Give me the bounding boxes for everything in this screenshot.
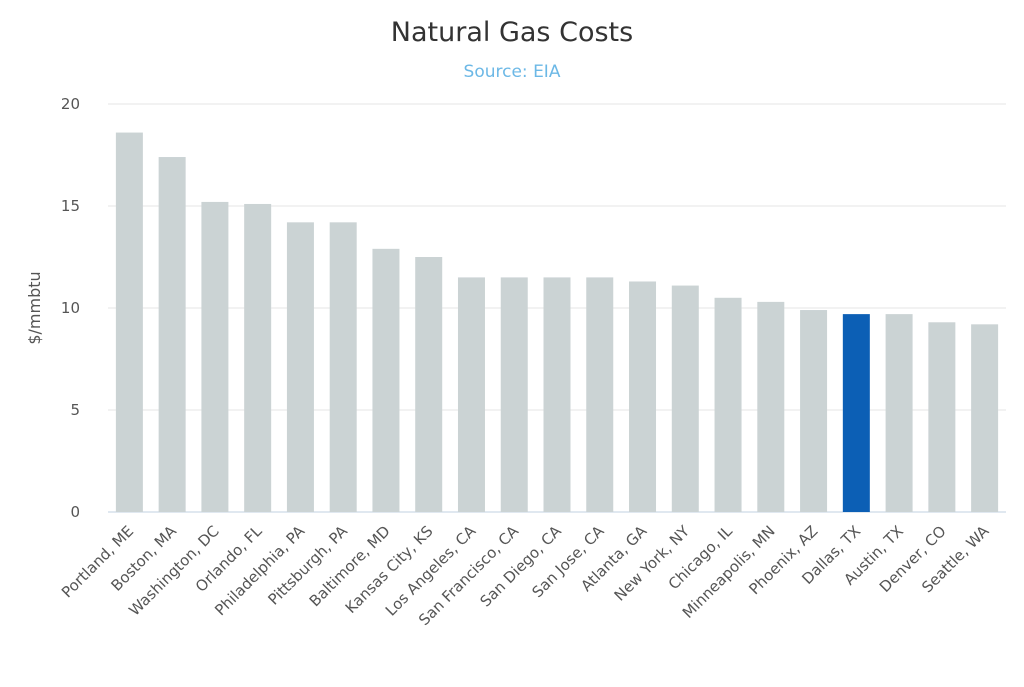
bar-atlanta-ga[interactable] [629,281,657,512]
bar-los-angeles-ca[interactable] [457,277,485,512]
y-axis-title: $/mmbtu [25,271,44,344]
y-tick-label: 5 [70,401,80,419]
chart-title: Natural Gas Costs [391,17,633,48]
bar-san-jose-ca[interactable] [586,277,614,512]
bar-pittsburgh-pa[interactable] [329,222,357,512]
bar-denver-co[interactable] [928,322,956,512]
bar-new-york-ny[interactable] [671,285,699,512]
bar-kansas-city-ks[interactable] [415,257,443,512]
chart-subtitle: Source: EIA [464,62,561,82]
bar-phoenix-az[interactable] [800,310,828,512]
y-tick-label: 20 [61,95,80,113]
bar-baltimore-md[interactable] [372,248,400,512]
bar-san-francisco-ca[interactable] [500,277,528,512]
bar-minneapolis-mn[interactable] [757,301,785,512]
bar-seattle-wa[interactable] [971,324,999,512]
y-tick-label: 0 [70,503,80,521]
bar-philadelphia-pa[interactable] [286,222,314,512]
bar-boston-ma[interactable] [158,157,186,513]
y-tick-label: 10 [61,299,80,317]
bar-chicago-il[interactable] [714,297,742,512]
bar-san-diego-ca[interactable] [543,277,571,512]
y-axis-ticks: 0 5 10 15 20 [61,95,80,521]
bar-washington-dc[interactable] [201,201,229,513]
bar-austin-tx[interactable] [885,314,913,512]
bar-orlando-fl[interactable] [244,203,272,512]
y-tick-label: 15 [61,197,80,215]
bar-dallas-tx[interactable] [842,314,870,512]
bars [115,132,999,513]
bar-portland-me[interactable] [115,132,143,512]
